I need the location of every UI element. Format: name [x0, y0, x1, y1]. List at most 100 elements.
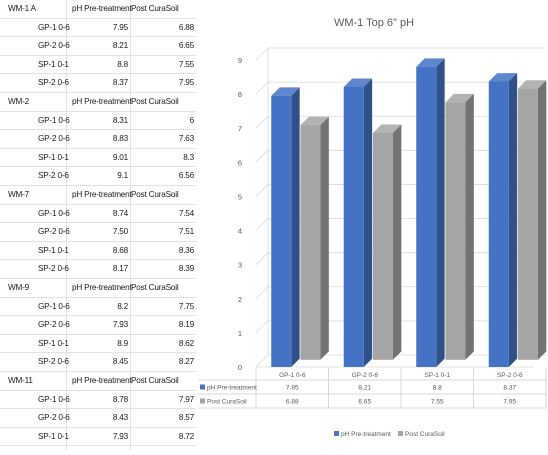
- sample-label-cell[interactable]: SP-1 0-1: [38, 59, 69, 69]
- pre-value-cell[interactable]: 7.93: [112, 320, 128, 330]
- bar-top-face: [416, 58, 445, 67]
- sample-label-cell[interactable]: SP-1 0-1: [38, 152, 69, 162]
- column-header-pre[interactable]: pH Pre-treatment: [72, 376, 132, 385]
- column-header-pre[interactable]: pH Pre-treatment: [72, 283, 132, 292]
- sheet-data-row: SP-2 0-6 9.1 6.56: [0, 167, 196, 186]
- group-name-cell[interactable]: WM-7: [8, 190, 30, 199]
- y-tick-label: 2: [238, 295, 242, 304]
- pre-value-cell[interactable]: 9.1: [117, 171, 128, 181]
- column-header-post[interactable]: Post CuraSoil: [131, 190, 179, 199]
- post-value-cell[interactable]: 7.51: [178, 227, 194, 237]
- post-value-cell[interactable]: 8.27: [178, 357, 194, 367]
- bar-post-curasoil: [445, 102, 466, 360]
- pre-value-cell[interactable]: 8.83: [112, 134, 128, 144]
- sample-label-cell[interactable]: GP-1 0-6: [38, 115, 70, 125]
- post-value-cell[interactable]: 6.65: [178, 41, 194, 51]
- sample-label-cell[interactable]: GP-1 0-6: [38, 22, 70, 32]
- sample-label-cell[interactable]: GP-1 0-6: [38, 301, 70, 311]
- sheet-data-row: SP-2 0-6 8.45 8.27: [0, 353, 196, 372]
- sample-label-cell[interactable]: SP-1 0-1: [38, 338, 69, 348]
- pre-value-cell[interactable]: 8.17: [112, 264, 128, 274]
- pre-value-cell[interactable]: 8.8: [117, 59, 128, 69]
- legend-label: Post CuraSoil: [405, 431, 445, 438]
- pre-value-cell[interactable]: 8.31: [112, 115, 128, 125]
- post-value-cell[interactable]: 7.95: [178, 78, 194, 88]
- bar-top-face: [488, 73, 518, 82]
- pre-value-cell[interactable]: 7.50: [112, 227, 128, 237]
- pre-value-cell[interactable]: 8.21: [112, 41, 128, 51]
- sample-label-cell[interactable]: SP-1 0-1: [38, 431, 69, 441]
- post-value-cell[interactable]: 6.88: [178, 22, 194, 32]
- sample-label-cell[interactable]: GP-1 0-6: [38, 208, 70, 218]
- post-value-cell[interactable]: 7.54: [178, 208, 194, 218]
- pre-value-cell[interactable]: 8.9: [117, 338, 128, 348]
- sheet-data-row: GP-1 0-6 8.2 7.75: [0, 298, 196, 317]
- pre-value-cell[interactable]: 7.95: [112, 22, 128, 32]
- bar-top-face: [372, 124, 402, 133]
- column-header-post[interactable]: Post CuraSoil: [131, 4, 179, 13]
- pre-value-cell[interactable]: 8.2: [117, 301, 128, 311]
- post-value-cell[interactable]: 8.19: [178, 320, 194, 330]
- sample-label-cell[interactable]: GP-2 0-6: [38, 413, 70, 423]
- post-value-cell[interactable]: 7.97: [178, 394, 194, 404]
- group-name-cell[interactable]: WM-2: [8, 97, 30, 106]
- column-header-pre[interactable]: pH Pre-treatment: [72, 4, 132, 13]
- sample-label-cell[interactable]: SP-2 0-6: [38, 171, 69, 181]
- sample-label-cell[interactable]: SP-1 0-1: [38, 245, 69, 255]
- pre-value-cell[interactable]: 8.37: [112, 78, 128, 88]
- chart-area[interactable]: WM-1 Top 6" pH 0 1 2 3 4 5 6 7 8 9 GP-1 0-6 GP-2 0-6…: [196, 0, 548, 450]
- post-value-cell[interactable]: 6.56: [178, 171, 194, 181]
- bar-top-face: [300, 116, 329, 126]
- pre-value-cell[interactable]: 8.45: [112, 357, 128, 367]
- data-table-value: 8.37: [503, 385, 516, 392]
- y-tick-label: 0: [238, 363, 242, 372]
- bar-side-face: [291, 87, 300, 368]
- bar-post-curasoil: [300, 125, 321, 360]
- sample-label-cell[interactable]: GP-2 0-6: [38, 320, 70, 330]
- bar-side-face: [436, 58, 445, 368]
- y-tick-label: 4: [238, 227, 242, 236]
- post-value-cell[interactable]: 8.36: [178, 245, 194, 255]
- sample-label-cell[interactable]: GP-2 0-6: [38, 41, 70, 51]
- post-value-cell[interactable]: 7.63: [178, 134, 194, 144]
- x-category-label: SP-1 0-1: [424, 372, 450, 379]
- post-value-cell[interactable]: 8.3: [183, 152, 194, 162]
- pre-value-cell[interactable]: 9.01: [112, 152, 128, 162]
- y-tick-label: 5: [238, 192, 242, 201]
- sample-label-cell[interactable]: GP-2 0-6: [38, 134, 70, 144]
- column-header-post[interactable]: Post CuraSoil: [131, 97, 179, 106]
- sample-label-cell[interactable]: SP-2 0-6: [38, 264, 69, 274]
- sheet-data-row: GP-1 0-6 7.95 6.88: [0, 19, 196, 38]
- bar-top-face: [517, 80, 547, 89]
- column-header-post[interactable]: Post CuraSoil: [131, 376, 179, 385]
- sample-label-cell[interactable]: SP-2 0-6: [38, 357, 69, 367]
- post-value-cell[interactable]: 8.72: [178, 431, 194, 441]
- pre-value-cell[interactable]: 8.43: [112, 413, 128, 423]
- bar-side-face: [465, 93, 474, 360]
- sample-label-cell[interactable]: GP-1 0-6: [38, 394, 70, 404]
- column-header-pre[interactable]: pH Pre-treatment: [72, 190, 132, 199]
- sample-label-cell[interactable]: SP-2 0-6: [38, 78, 69, 88]
- post-value-cell[interactable]: 8.57: [178, 413, 194, 423]
- gridline-side: [255, 252, 269, 265]
- pre-value-cell[interactable]: 7.93: [112, 431, 128, 441]
- gridline-side: [255, 218, 269, 231]
- group-name-cell[interactable]: WM-1 A: [8, 4, 36, 13]
- column-header-post[interactable]: Post CuraSoil: [131, 283, 179, 292]
- column-header-pre[interactable]: pH Pre-treatment: [72, 97, 132, 106]
- sheet-data-row: SP-1 0-1 8.9 8.62: [0, 335, 196, 354]
- sample-label-cell[interactable]: GP-2 0-6: [38, 227, 70, 237]
- legend-swatch: [334, 431, 339, 436]
- bar-ph-pre-treatment: [343, 86, 364, 367]
- group-name-cell[interactable]: WM-11: [8, 376, 33, 385]
- pre-value-cell[interactable]: 8.78: [112, 394, 128, 404]
- post-value-cell[interactable]: 7.55: [178, 59, 194, 69]
- group-name-cell[interactable]: WM-9: [8, 283, 30, 292]
- bar-ph-pre-treatment: [488, 81, 509, 368]
- post-value-cell[interactable]: 7.75: [178, 301, 194, 311]
- pre-value-cell[interactable]: 8.74: [112, 208, 128, 218]
- post-value-cell[interactable]: 8.39: [178, 264, 194, 274]
- post-value-cell[interactable]: 6: [189, 115, 195, 125]
- pre-value-cell[interactable]: 8.68: [112, 245, 128, 255]
- post-value-cell[interactable]: 8.62: [178, 338, 194, 348]
